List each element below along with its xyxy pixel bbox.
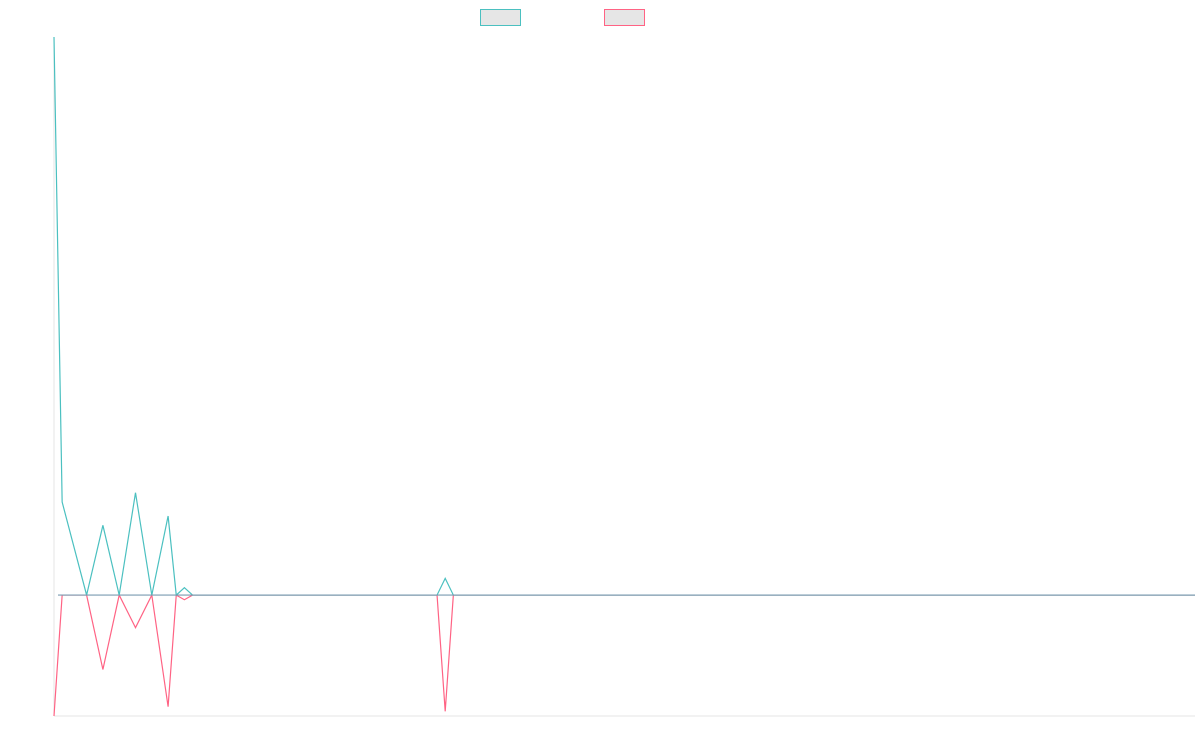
series-line-1 xyxy=(53,36,1195,597)
legend-swatch[interactable] xyxy=(480,9,521,26)
series-layer xyxy=(53,36,1195,717)
legend xyxy=(480,9,645,26)
series-line-2 xyxy=(53,593,1195,717)
axes xyxy=(53,37,1195,717)
legend-swatch[interactable] xyxy=(604,9,645,26)
